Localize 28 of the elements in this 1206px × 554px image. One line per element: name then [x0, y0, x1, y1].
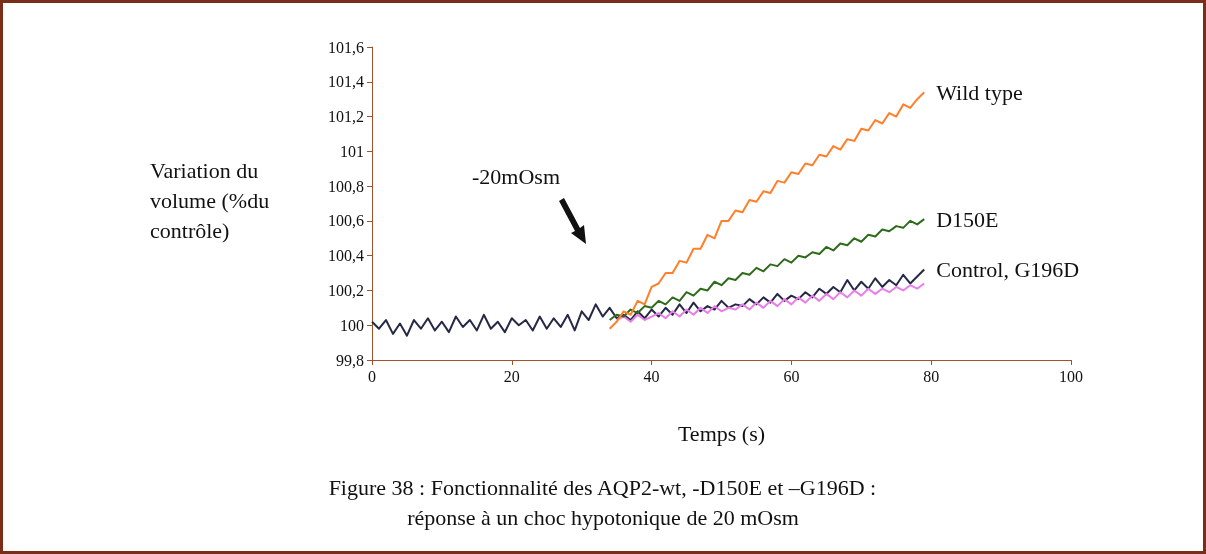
y-tick-label: 100: [340, 316, 364, 334]
annotation: -20mOsm: [472, 163, 560, 189]
caption: Figure 38 : Fonctionnalité des AQP2-wt, -D150E et –G196D :: [328, 474, 877, 500]
y-tick-label: 100,4: [328, 247, 364, 265]
x-tick-label: 0: [368, 367, 376, 385]
text: réponse à un choc hypotonique de 20 mOsm: [407, 504, 799, 530]
y-tick-label: 99,8: [336, 351, 364, 369]
line-series: [371, 268, 926, 337]
x-tick-label: 20: [503, 367, 520, 385]
y-tick-label: 101,6: [328, 38, 364, 56]
y-axis-title: Variation du volume (%du contrôle): [150, 157, 275, 243]
y-tick-label: 100,8: [328, 177, 364, 195]
y-tick-label: 101,4: [328, 73, 364, 91]
x-axis-title: Temps (s): [677, 420, 766, 446]
series-label: Wild type: [936, 79, 1023, 105]
y-tick-label: 100,2: [328, 281, 364, 299]
line-series: [608, 91, 926, 330]
line-series: [615, 282, 926, 323]
x-tick-label: 60: [783, 367, 800, 385]
y-tick-label: 100,6: [328, 212, 364, 230]
x-tick-label: 100: [1059, 367, 1083, 385]
x-tick-label: 80: [923, 367, 940, 385]
y-tick-label: 101,2: [328, 108, 364, 126]
x-tick-label: 40: [643, 367, 660, 385]
line-series: [608, 218, 926, 322]
series-label: D150E: [936, 206, 999, 232]
y-tick-label: 101: [340, 142, 364, 160]
series-label: Control, G196D: [936, 257, 1080, 283]
